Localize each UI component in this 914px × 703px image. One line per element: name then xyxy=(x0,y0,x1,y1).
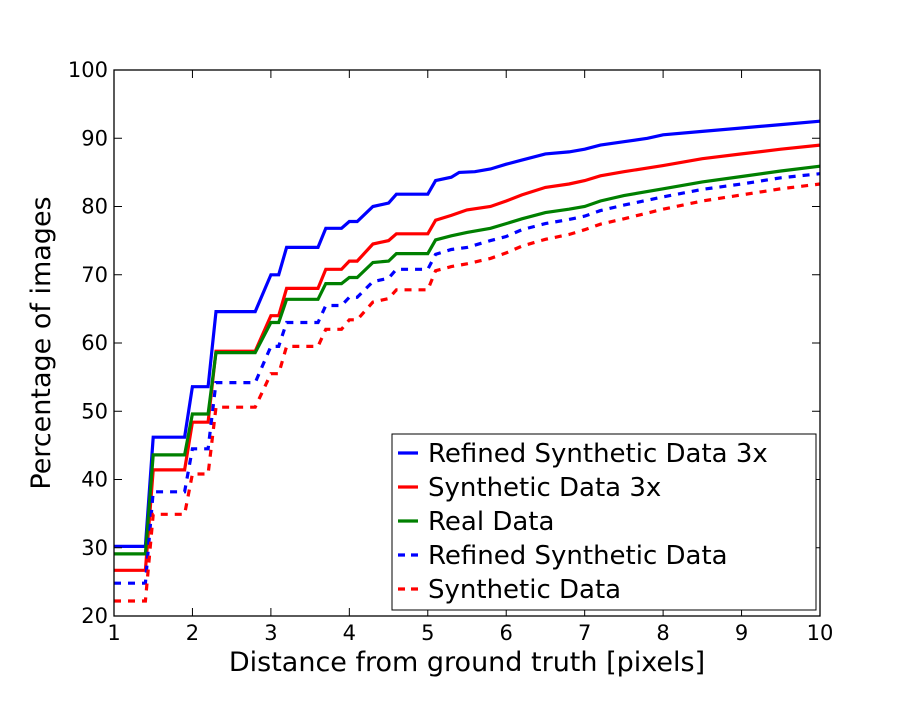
y-tick-label: 80 xyxy=(81,195,108,219)
legend-label: Real Data xyxy=(428,507,554,537)
x-tick-label: 10 xyxy=(807,621,834,645)
x-tick-label: 6 xyxy=(500,621,513,645)
x-axis-label: Distance from ground truth [pixels] xyxy=(229,647,705,678)
x-tick-label: 2 xyxy=(186,621,199,645)
x-tick-label: 1 xyxy=(107,621,120,645)
y-tick-label: 50 xyxy=(81,399,108,423)
series-line-1 xyxy=(114,119,821,548)
legend-label: Refined Synthetic Data 3x xyxy=(428,439,768,469)
x-tick-label: 7 xyxy=(578,621,591,645)
legend-label: Refined Synthetic Data xyxy=(428,541,728,571)
y-tick-label: 60 xyxy=(81,331,108,355)
y-axis-label: Percentage of images xyxy=(26,196,57,489)
x-tick-label: 4 xyxy=(343,621,356,645)
y-tick-label: 20 xyxy=(81,604,108,628)
legend: Refined Synthetic Data 3x Synthetic Data … xyxy=(391,433,817,611)
x-tick-label: 3 xyxy=(264,621,277,645)
y-tick-label: 100 xyxy=(68,58,108,82)
legend-label: Synthetic Data 3x xyxy=(428,473,661,503)
y-tick-label: 70 xyxy=(81,263,108,287)
y-tick-label: 90 xyxy=(81,126,108,150)
series-layer xyxy=(114,119,821,603)
x-tick-label: 5 xyxy=(421,621,434,645)
y-tick-label: 30 xyxy=(81,536,108,560)
y-tick-label: 40 xyxy=(81,468,108,492)
series-line-3 xyxy=(114,164,821,556)
ticks-layer: 1 2 3 4 5 6 7 8 9 10 20 30 40 50 60 70 80 90 100 xyxy=(68,58,833,645)
series-line-4 xyxy=(114,172,821,585)
x-tick-label: 9 xyxy=(735,621,748,645)
legend-label: Synthetic Data xyxy=(428,575,621,605)
x-tick-label: 8 xyxy=(656,621,669,645)
legend-box xyxy=(391,433,817,611)
